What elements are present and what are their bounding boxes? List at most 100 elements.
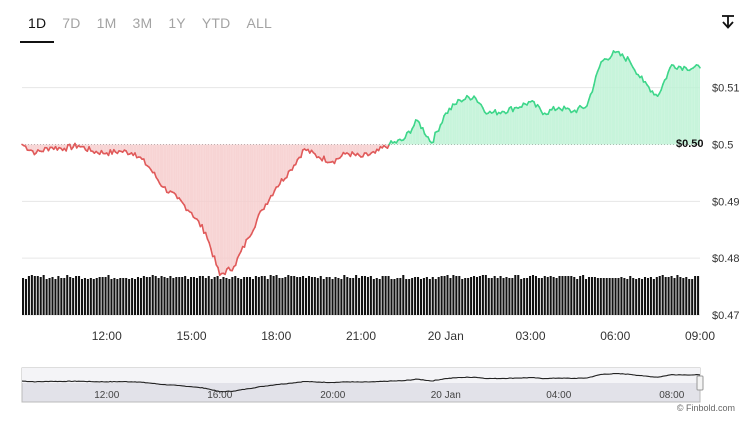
area-segment	[230, 144, 233, 271]
y-tick-label: $0.49	[712, 196, 740, 208]
area-segment	[587, 99, 589, 145]
area-segment	[528, 101, 531, 145]
tab-1m[interactable]: 1M	[96, 15, 117, 31]
volume-bar	[655, 277, 658, 315]
area-segment	[274, 144, 277, 191]
price-line-segment	[197, 220, 202, 228]
price-line-segment	[446, 107, 451, 115]
volume-bar	[51, 277, 54, 315]
volume-bar	[667, 277, 670, 315]
area-segment	[606, 59, 609, 145]
volume-bar	[419, 279, 423, 315]
price-line-segment	[697, 64, 701, 69]
area-segment	[601, 60, 603, 145]
area-segment	[449, 108, 452, 145]
volume-bar	[487, 278, 490, 315]
volume-bar	[210, 279, 213, 315]
volume-bar	[585, 279, 588, 315]
volume-bar	[670, 276, 673, 315]
range-navigator[interactable]: 12:00 16:00 20:00 20 Jan 04:00 08:00	[21, 367, 704, 403]
timeframe-tabs: 1D 7D 1M 3M 1Y YTD ALL	[20, 6, 280, 43]
area-segment	[576, 108, 579, 145]
volume-bar	[473, 276, 476, 315]
volume-bar	[237, 278, 240, 315]
volume-bar	[387, 276, 390, 315]
volume-bar	[599, 278, 602, 315]
volume-bar	[240, 279, 243, 315]
area-segment	[523, 103, 526, 145]
navigator-handle[interactable]	[696, 375, 704, 391]
volume-bar	[243, 277, 246, 315]
area-segment	[212, 144, 215, 257]
volume-bar	[505, 277, 508, 315]
area-segment	[207, 144, 210, 243]
area-segment	[618, 51, 621, 145]
volume-bar	[346, 277, 349, 315]
price-line-segment	[323, 155, 327, 163]
volume-bar	[452, 275, 455, 315]
area-segment	[685, 67, 688, 145]
volume-bar	[48, 278, 51, 315]
area-segment	[336, 144, 339, 159]
last-price-label: $0.50	[676, 138, 704, 150]
area-segment	[474, 96, 476, 145]
tab-3m[interactable]: 3M	[132, 15, 153, 31]
volume-bar	[363, 276, 366, 315]
volume-bar	[579, 276, 582, 315]
area-segment	[666, 72, 669, 145]
tab-ytd[interactable]: YTD	[201, 15, 231, 31]
area-segment	[553, 106, 556, 145]
volume-bar	[641, 279, 644, 315]
volume-bar	[139, 278, 142, 315]
area-segment	[269, 144, 271, 200]
download-arrow-icon[interactable]	[720, 12, 736, 32]
area-segment	[124, 144, 127, 151]
area-segment	[152, 144, 155, 173]
volume-bar	[496, 278, 499, 315]
area-segment	[507, 108, 510, 145]
area-segment	[590, 91, 593, 145]
tab-all[interactable]: ALL	[246, 15, 272, 31]
area-segment	[27, 144, 30, 151]
tab-7d[interactable]: 7D	[62, 15, 81, 31]
volume-bar	[517, 275, 520, 315]
area-segment	[371, 144, 374, 153]
price-line-segment	[450, 103, 454, 111]
volume-bar	[402, 275, 405, 315]
area-segment	[258, 144, 261, 215]
volume-bar	[534, 276, 537, 315]
volume-bar	[549, 276, 552, 315]
volume-bar	[266, 279, 269, 315]
volume-bar	[378, 279, 381, 315]
area-segment	[459, 100, 462, 145]
volume-bar	[234, 276, 237, 315]
volume-bar	[414, 277, 417, 315]
area-segment	[609, 55, 612, 145]
x-tick-label: 21:00	[346, 329, 376, 343]
area-segment	[159, 144, 162, 187]
price-line-segment	[208, 241, 212, 250]
volume-bar	[45, 279, 48, 315]
area-segment	[491, 112, 494, 145]
tab-1d[interactable]: 1D	[20, 6, 55, 43]
area-segment	[127, 144, 130, 155]
area-segment	[537, 104, 540, 145]
area-segment	[608, 58, 610, 145]
volume-bar	[399, 278, 402, 315]
volume-bar	[201, 276, 204, 315]
area-segment	[535, 104, 538, 145]
volume-bar	[643, 277, 647, 315]
volume-bar	[222, 277, 225, 315]
area-segment	[465, 95, 467, 145]
volume-bar	[290, 276, 293, 315]
area-segment	[297, 144, 300, 160]
area-segment	[669, 64, 672, 145]
area-segment	[518, 107, 520, 145]
area-segment	[193, 144, 196, 219]
volume-bar	[576, 279, 579, 315]
volume-bar	[42, 275, 45, 315]
area-segment	[631, 64, 633, 145]
area-segment	[195, 144, 197, 219]
tab-1y[interactable]: 1Y	[168, 15, 186, 31]
